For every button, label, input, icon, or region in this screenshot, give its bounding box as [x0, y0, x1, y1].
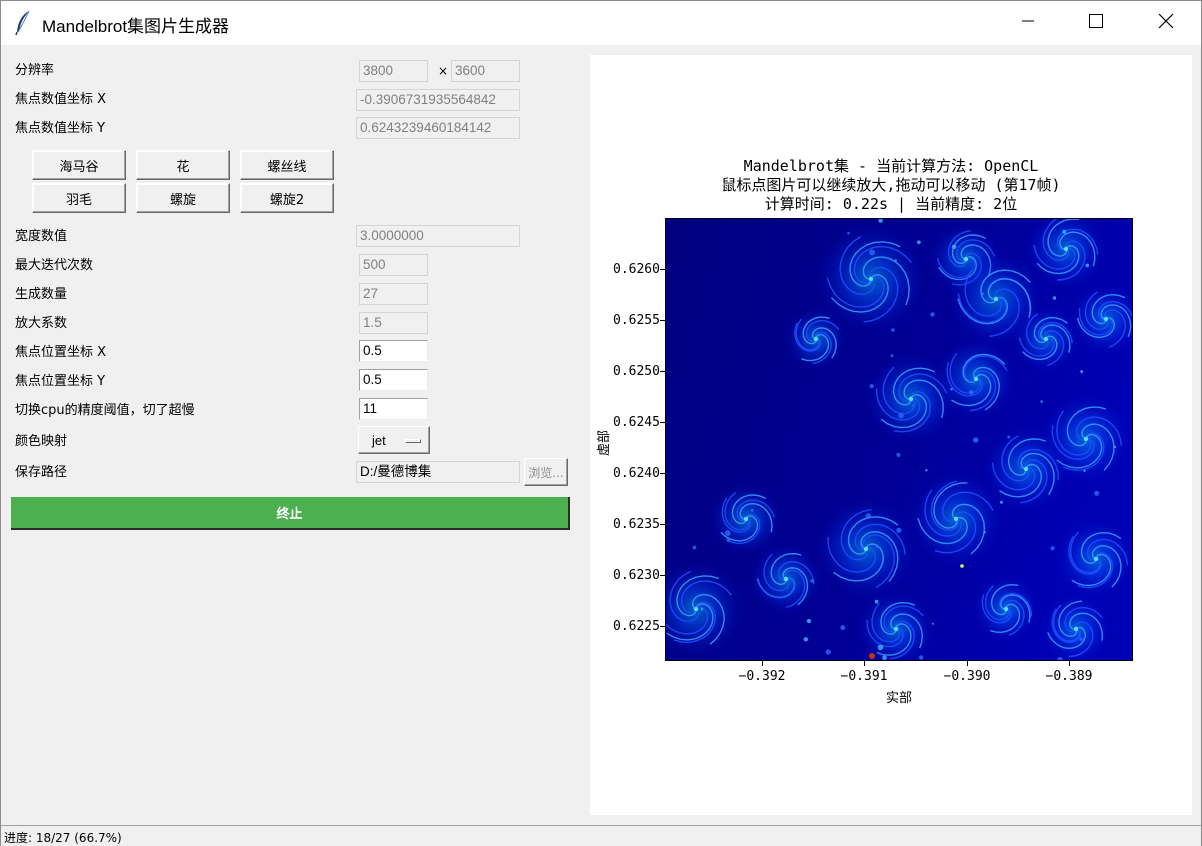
- y-tick: [660, 473, 665, 474]
- colormap-select-value: jet: [372, 433, 386, 448]
- zoom-field[interactable]: 1.5: [359, 312, 428, 334]
- progress-status: 进度: 18/27 (66.7%): [4, 831, 122, 845]
- pos-x-field[interactable]: 0.5: [359, 340, 428, 362]
- minimize-button[interactable]: [1005, 1, 1051, 45]
- mandelbrot-render: [666, 219, 1132, 660]
- maximize-icon: [1089, 14, 1103, 32]
- save-path-field[interactable]: D:/曼德博集: [356, 461, 520, 483]
- stop-button[interactable]: 终止: [11, 497, 570, 530]
- plot-title-line-2: 鼠标点图片可以继续放大,拖动可以移动 (第17帧): [721, 176, 1061, 194]
- x-tick: [1069, 661, 1070, 666]
- x-tick-label: −0.391: [840, 669, 888, 684]
- preset-button-seahorse[interactable]: 海马谷: [32, 150, 126, 180]
- zoom-label: 放大系数: [15, 316, 68, 331]
- y-axis-label: 虚部: [597, 429, 612, 456]
- y-tick-label: 0.6225: [613, 619, 660, 634]
- max-iter-field[interactable]: 500: [359, 254, 428, 276]
- focus-x-field[interactable]: -0.3906731935564842: [356, 89, 520, 111]
- cpu-threshold-label: 切换cpu的精度阈值，切了超慢: [15, 403, 195, 418]
- mandelbrot-image[interactable]: [665, 218, 1133, 661]
- y-tick-label: 0.6245: [613, 415, 660, 430]
- window-title: Mandelbrot集图片生成器: [42, 17, 230, 36]
- feather-icon: [13, 10, 33, 36]
- preset-button-screw[interactable]: 螺丝线: [240, 150, 334, 180]
- resolution-times-sign: ×: [438, 64, 449, 78]
- width-field[interactable]: 3.0000000: [356, 225, 520, 247]
- y-tick: [660, 524, 665, 525]
- resolution-height-field[interactable]: 3600: [451, 60, 520, 82]
- close-icon: [1158, 13, 1174, 33]
- preset-button-spiral2[interactable]: 螺旋2: [240, 183, 334, 213]
- x-axis-label: 实部: [885, 691, 912, 706]
- y-tick: [660, 269, 665, 270]
- width-label: 宽度数值: [15, 229, 68, 244]
- y-tick-label: 0.6230: [613, 568, 660, 583]
- max-iter-label: 最大迭代次数: [15, 258, 94, 273]
- minimize-icon: [1022, 15, 1034, 31]
- close-button[interactable]: [1143, 1, 1189, 45]
- count-label: 生成数量: [15, 287, 68, 302]
- focus-y-field[interactable]: 0.6243239460184142: [356, 117, 520, 139]
- focus-x-label: 焦点数值坐标 X: [15, 92, 107, 107]
- y-tick-label: 0.6260: [613, 262, 660, 277]
- y-tick: [660, 422, 665, 423]
- x-tick-label: −0.390: [943, 669, 991, 684]
- option-menu-indicator-icon: [405, 439, 421, 443]
- x-tick: [762, 661, 763, 666]
- status-bar: 进度: 18/27 (66.7%): [1, 825, 1201, 846]
- preset-button-feather[interactable]: 羽毛: [32, 183, 126, 213]
- y-tick: [660, 626, 665, 627]
- focus-y-label: 焦点数值坐标 Y: [15, 121, 106, 136]
- y-tick: [660, 320, 665, 321]
- y-tick: [660, 371, 665, 372]
- y-tick-label: 0.6235: [613, 517, 660, 532]
- y-tick: [660, 575, 665, 576]
- count-field[interactable]: 27: [359, 283, 428, 305]
- fractal-filaments: [666, 219, 1132, 660]
- x-tick: [967, 661, 968, 666]
- y-tick-label: 0.6240: [613, 466, 660, 481]
- cpu-threshold-field[interactable]: 11: [359, 398, 428, 420]
- plot-title-line-1: Mandelbrot集 - 当前计算方法: OpenCL: [743, 157, 1039, 175]
- x-tick: [864, 661, 865, 666]
- pos-y-label: 焦点位置坐标 Y: [15, 374, 106, 389]
- title-bar[interactable]: Mandelbrot集图片生成器: [1, 1, 1201, 45]
- colormap-label: 颜色映射: [15, 434, 68, 449]
- resolution-width-field[interactable]: 3800: [359, 60, 428, 82]
- maximize-button[interactable]: [1073, 1, 1119, 45]
- plot-title-line-3: 计算时间: 0.22s | 当前精度: 2位: [764, 195, 1018, 213]
- x-tick-label: −0.389: [1045, 669, 1093, 684]
- x-tick-label: −0.392: [738, 669, 786, 684]
- colormap-select[interactable]: jet: [358, 426, 430, 454]
- save-path-label: 保存路径: [15, 465, 68, 480]
- y-tick-label: 0.6255: [613, 313, 660, 328]
- preset-button-flower[interactable]: 花: [136, 150, 230, 180]
- pos-y-field[interactable]: 0.5: [359, 369, 428, 391]
- preset-button-spiral[interactable]: 螺旋: [136, 183, 230, 213]
- browse-button[interactable]: 浏览...: [524, 458, 568, 486]
- resolution-label: 分辨率: [15, 63, 55, 78]
- y-tick-label: 0.6250: [613, 364, 660, 379]
- pos-x-label: 焦点位置坐标 X: [15, 345, 107, 360]
